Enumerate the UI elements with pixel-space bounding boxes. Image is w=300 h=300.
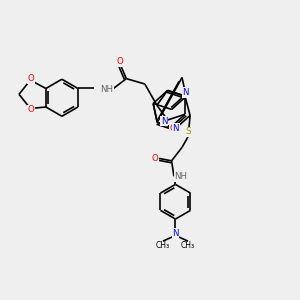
Text: S: S xyxy=(186,127,191,136)
Text: NH: NH xyxy=(100,85,113,94)
Text: O: O xyxy=(28,106,34,115)
Text: CH₃: CH₃ xyxy=(156,242,170,250)
Text: O: O xyxy=(169,124,176,134)
Text: O: O xyxy=(28,74,34,83)
Text: N: N xyxy=(172,124,179,133)
Text: N: N xyxy=(183,88,189,97)
Text: O: O xyxy=(116,57,123,66)
Text: NH: NH xyxy=(174,172,187,181)
Text: N: N xyxy=(172,229,179,238)
Text: N: N xyxy=(161,117,167,126)
Text: O: O xyxy=(151,154,158,163)
Text: CH₃: CH₃ xyxy=(181,242,195,250)
